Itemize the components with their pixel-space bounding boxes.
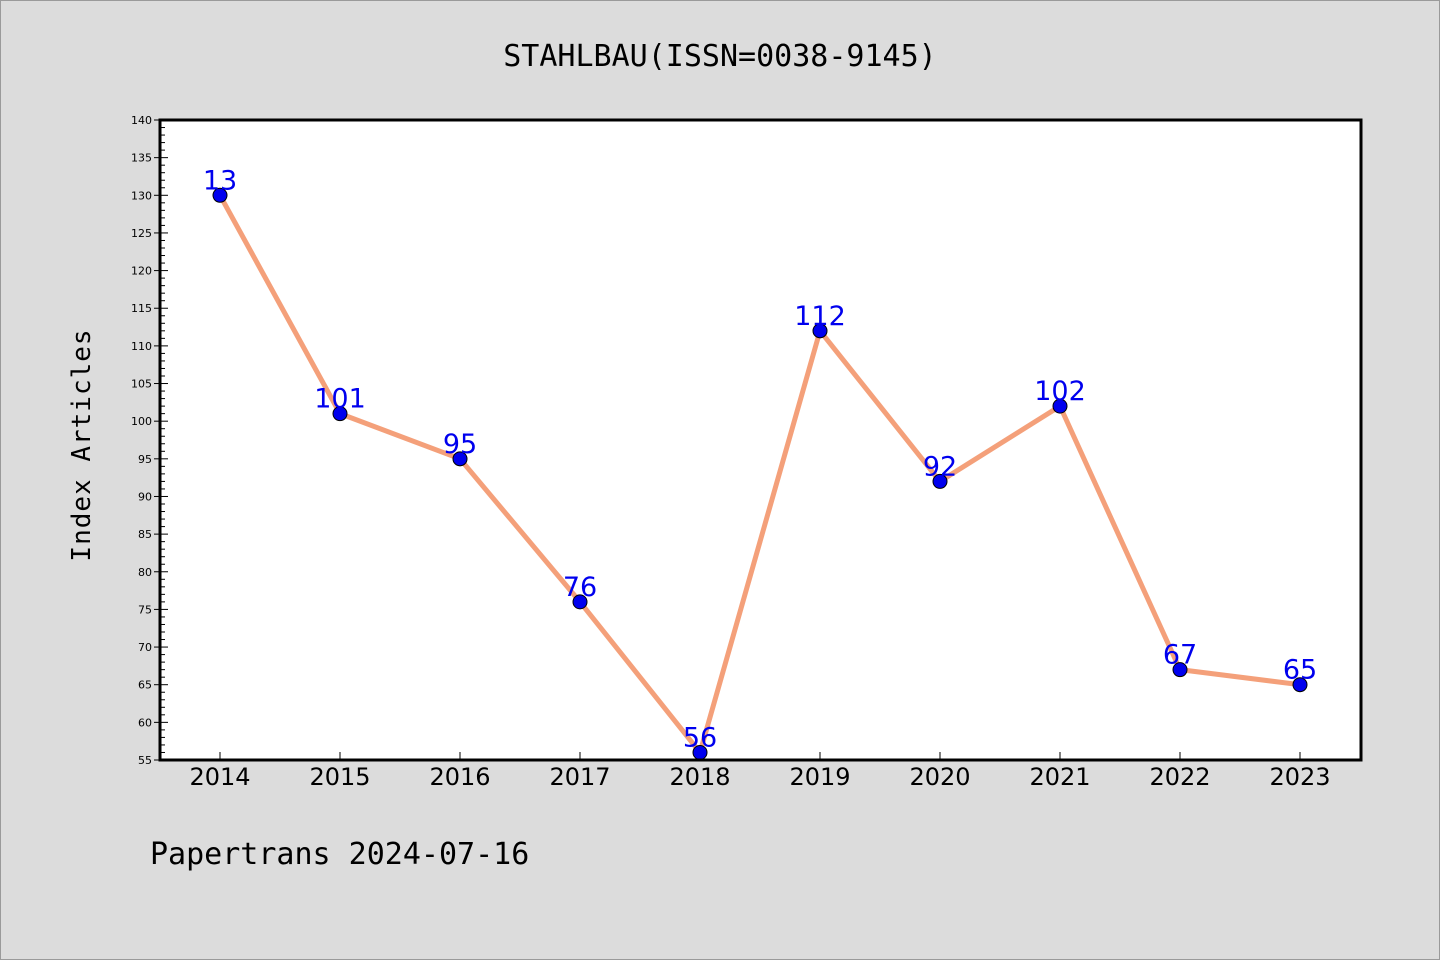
y-tick-label: 95	[138, 453, 152, 466]
series-line-layer	[217, 192, 1303, 755]
plot-border	[158, 118, 1363, 762]
data-labels: 13 101 95 76 56 112 92 102 67 65	[203, 165, 1317, 753]
data-label: 95	[443, 429, 477, 460]
data-label: 101	[314, 384, 366, 415]
y-tick-label: 125	[131, 227, 152, 240]
y-axis-label: Index Articles	[67, 328, 97, 561]
data-label: 112	[794, 301, 846, 332]
y-tick-label: 115	[131, 302, 152, 315]
x-tick-label: 2022	[1149, 763, 1210, 791]
x-tick-label: 2020	[909, 763, 970, 791]
y-tick-label: 120	[131, 265, 152, 278]
data-label: 56	[683, 722, 717, 753]
y-tick-label: 110	[131, 340, 152, 353]
data-point	[932, 473, 948, 489]
data-label: 76	[563, 572, 597, 603]
data-label: 92	[923, 451, 957, 482]
x-tick-label: 2017	[549, 763, 610, 791]
x-tick-label: 2019	[789, 763, 850, 791]
y-tick-label: 105	[131, 378, 152, 391]
y-tick-label: 55	[138, 754, 152, 767]
footer-credit: Papertrans 2024-07-16	[150, 837, 529, 872]
data-point	[1052, 398, 1068, 414]
plot-area	[160, 120, 1361, 760]
y-tick-label: 80	[138, 566, 152, 579]
y-tick-label: 85	[138, 528, 152, 541]
y-tick-label: 75	[138, 603, 152, 616]
y-tick-label: 130	[131, 189, 152, 202]
x-tick-label: 2014	[189, 763, 250, 791]
data-point	[572, 594, 588, 610]
data-point	[452, 451, 468, 467]
data-point	[212, 187, 228, 203]
data-points	[212, 187, 1308, 760]
y-tick-label: 135	[131, 152, 152, 165]
chart-title: STAHLBAU(ISSN=0038-9145)	[503, 39, 936, 74]
data-label: 102	[1034, 376, 1086, 407]
data-label: 65	[1283, 655, 1317, 686]
data-point	[1292, 677, 1308, 693]
x-tick-label: 2016	[429, 763, 490, 791]
axis-ticks: 55 60 65 70 75 80 85 90 95 100 105 110 115 120 125 130 1…	[131, 114, 1331, 791]
data-label: 67	[1163, 640, 1197, 671]
data-point	[332, 406, 348, 422]
x-tick-label: 2015	[309, 763, 370, 791]
y-tick-label: 70	[138, 641, 152, 654]
data-label: 13	[203, 165, 237, 196]
x-tick-label: 2018	[669, 763, 730, 791]
y-tick-label: 90	[138, 490, 152, 503]
series-line	[217, 192, 1303, 755]
data-point	[1172, 662, 1188, 678]
x-tick-label: 2023	[1269, 763, 1330, 791]
y-tick-label: 60	[138, 716, 152, 729]
y-tick-label: 65	[138, 679, 152, 692]
x-tick-label: 2021	[1029, 763, 1090, 791]
y-tick-label: 100	[131, 415, 152, 428]
data-point	[812, 323, 828, 339]
y-tick-label: 140	[131, 114, 152, 127]
